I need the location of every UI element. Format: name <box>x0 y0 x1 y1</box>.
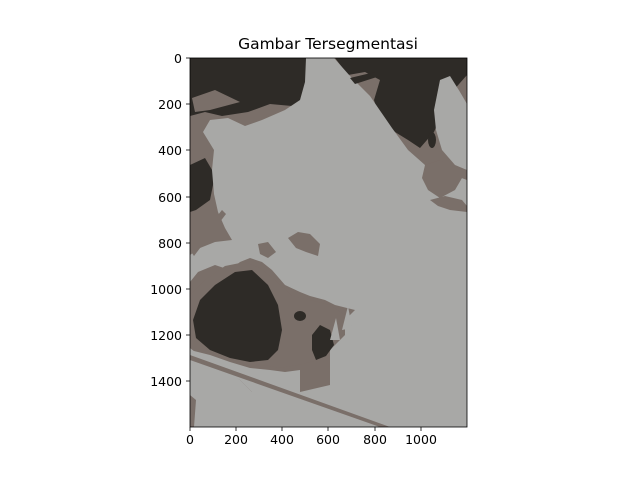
y-tick-label: 200 <box>158 97 182 112</box>
y-tick-label: 0 <box>174 51 182 66</box>
y-axis: 0 200 400 600 800 1000 1200 1400 <box>150 51 190 389</box>
x-axis: 0 200 400 600 800 1000 <box>186 427 437 447</box>
x-tick-label: 600 <box>316 432 340 447</box>
x-tick-label: 0 <box>186 432 194 447</box>
x-tick-label: 400 <box>270 432 294 447</box>
x-tick-label: 200 <box>224 432 248 447</box>
y-tick-label: 1200 <box>150 328 182 343</box>
segmented-image <box>190 58 467 427</box>
x-tick-label: 1000 <box>405 432 437 447</box>
y-tick-label: 1000 <box>150 282 182 297</box>
y-tick-label: 400 <box>158 143 182 158</box>
y-tick-label: 600 <box>158 190 182 205</box>
figure-title: Gambar Tersegmentasi <box>238 35 418 53</box>
axes-frame <box>189 57 468 428</box>
x-tick-label: 800 <box>363 432 387 447</box>
y-tick-label: 1400 <box>150 374 182 389</box>
y-tick-label: 800 <box>158 236 182 251</box>
